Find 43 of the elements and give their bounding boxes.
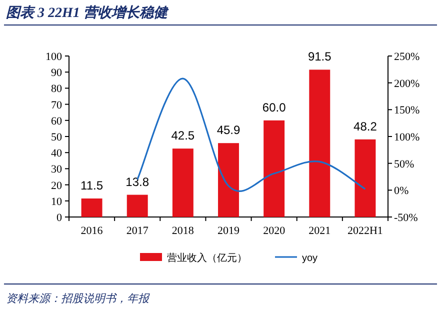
- y2-tick-label: 0%: [394, 185, 409, 198]
- data-label: 45.9: [216, 123, 240, 138]
- y-tick-label: 60: [51, 115, 62, 128]
- y-tick-label: 10: [51, 196, 62, 208]
- legend-label: 营业收入（亿元）: [167, 252, 247, 264]
- bar: [218, 143, 239, 217]
- x-tick-label: 2017: [126, 225, 149, 237]
- y2-tick-label: 50%: [394, 158, 414, 170]
- data-label: 48.2: [354, 119, 378, 134]
- y-tick-label: 20: [51, 180, 62, 192]
- x-tick-label: 2018: [172, 225, 194, 237]
- chart-title: 图表 3 22H1 营收增长稳健: [6, 5, 170, 21]
- y2-tick-label: 200%: [394, 78, 420, 90]
- x-tick-label: 2021: [308, 225, 331, 237]
- y-tick-label: 90: [51, 67, 62, 80]
- x-tick-label: 2016: [80, 225, 104, 237]
- y2-tick-label: 100%: [394, 132, 420, 144]
- bar: [81, 198, 102, 217]
- y-tick-label: 40: [51, 148, 62, 160]
- y-tick-label: 0: [56, 212, 62, 224]
- data-label: 60.0: [262, 100, 286, 114]
- data-label: 42.5: [171, 128, 195, 143]
- data-label: 13.8: [126, 174, 150, 189]
- y-tick-label: 50: [51, 132, 62, 144]
- y-tick-label: 80: [51, 83, 62, 96]
- y-tick-label: 100: [46, 51, 62, 63]
- y2-tick-label: 150%: [394, 104, 420, 117]
- data-label: 11.5: [80, 178, 104, 192]
- text: 资料来源：招股说明书，年报: [6, 292, 150, 305]
- y2-tick-label: 250%: [394, 51, 420, 63]
- bar: [264, 120, 285, 217]
- bar: [309, 70, 330, 217]
- x-tick-label: 2020: [263, 225, 286, 237]
- data-label: 91.5: [308, 50, 332, 64]
- y2-tick-label: -50%: [394, 212, 418, 224]
- y-tick-label: 70: [51, 99, 62, 112]
- bar: [126, 194, 148, 217]
- x-tick-label: 2019: [218, 225, 240, 237]
- y-tick-label: 30: [51, 164, 62, 176]
- bar: [354, 139, 376, 217]
- legend-label: yoy: [302, 253, 318, 264]
- bar: [172, 148, 194, 217]
- x-tick-label: 2022H1: [347, 225, 383, 237]
